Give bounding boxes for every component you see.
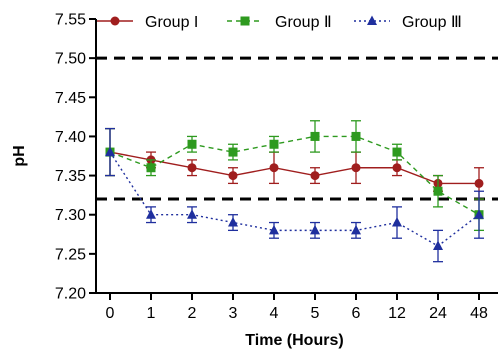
reference-lines bbox=[96, 56, 498, 201]
x-tick-label: 3 bbox=[229, 305, 238, 322]
data-point bbox=[187, 163, 197, 173]
y-axis-title: pH bbox=[11, 145, 28, 166]
legend-label: Group I bbox=[145, 14, 198, 31]
y-axis-ticks: 7.20 7.25 7.30 7.35 7.40 7.45 7.50 7.55 bbox=[55, 12, 96, 303]
data-point bbox=[228, 147, 238, 157]
legend-item-1: Group I bbox=[97, 14, 198, 31]
data-point bbox=[392, 163, 402, 173]
data-point bbox=[433, 186, 443, 196]
data-point bbox=[392, 217, 402, 227]
legend-marker bbox=[240, 16, 250, 26]
x-tick-label: 4 bbox=[270, 305, 279, 322]
data-point bbox=[228, 171, 238, 181]
axes bbox=[95, 19, 498, 294]
x-tick-label: 6 bbox=[352, 305, 361, 322]
series-line bbox=[109, 151, 480, 247]
x-tick-label: 24 bbox=[429, 305, 447, 322]
legend: Group I Group Ⅱ Group Ⅲ bbox=[97, 14, 462, 31]
y-tick-label: 7.45 bbox=[55, 90, 86, 107]
series-3 bbox=[105, 127, 484, 263]
x-tick-label: 2 bbox=[188, 305, 197, 322]
data-point bbox=[310, 224, 320, 235]
legend-item-2: Group Ⅱ bbox=[227, 14, 332, 31]
data-point bbox=[269, 139, 279, 149]
data-point bbox=[433, 240, 443, 251]
data-point bbox=[269, 224, 279, 235]
data-point bbox=[105, 146, 115, 157]
data-point bbox=[351, 163, 361, 173]
data-point bbox=[474, 209, 484, 219]
data-point bbox=[351, 224, 361, 235]
series-2 bbox=[105, 120, 484, 232]
series-1 bbox=[105, 127, 484, 200]
data-point bbox=[310, 171, 320, 181]
data-point bbox=[310, 131, 320, 141]
y-tick-label: 7.50 bbox=[55, 51, 86, 68]
data-point bbox=[474, 178, 484, 188]
x-axis-ticks: 0 1 2 3 4 5 6 12 24 48 bbox=[106, 293, 488, 322]
data-point bbox=[269, 163, 279, 173]
series-layer bbox=[105, 120, 484, 263]
data-point bbox=[187, 139, 197, 149]
x-axis-title: Time (Hours) bbox=[245, 332, 343, 349]
data-point bbox=[146, 209, 156, 219]
x-tick-label: 5 bbox=[311, 305, 320, 322]
x-tick-label: 0 bbox=[106, 305, 115, 322]
legend-label: Group Ⅱ bbox=[275, 14, 332, 31]
y-tick-label: 7.35 bbox=[55, 168, 86, 185]
data-point bbox=[392, 147, 402, 157]
series-line bbox=[109, 135, 480, 216]
x-tick-label: 48 bbox=[470, 305, 488, 322]
legend-marker bbox=[367, 15, 377, 25]
y-tick-label: 7.25 bbox=[55, 246, 86, 263]
y-tick-label: 7.30 bbox=[55, 207, 86, 224]
legend-marker bbox=[110, 16, 120, 26]
y-tick-label: 7.55 bbox=[55, 12, 86, 29]
x-tick-label: 1 bbox=[147, 305, 156, 322]
data-point bbox=[187, 209, 197, 219]
data-point bbox=[146, 163, 156, 173]
series-line bbox=[109, 151, 479, 185]
y-tick-label: 7.20 bbox=[55, 286, 86, 303]
x-tick-label: 12 bbox=[388, 305, 406, 322]
data-point bbox=[351, 131, 361, 141]
data-point bbox=[228, 217, 238, 227]
legend-item-3: Group Ⅲ bbox=[354, 14, 462, 31]
y-tick-label: 7.40 bbox=[55, 129, 86, 146]
legend-label: Group Ⅲ bbox=[402, 14, 462, 31]
